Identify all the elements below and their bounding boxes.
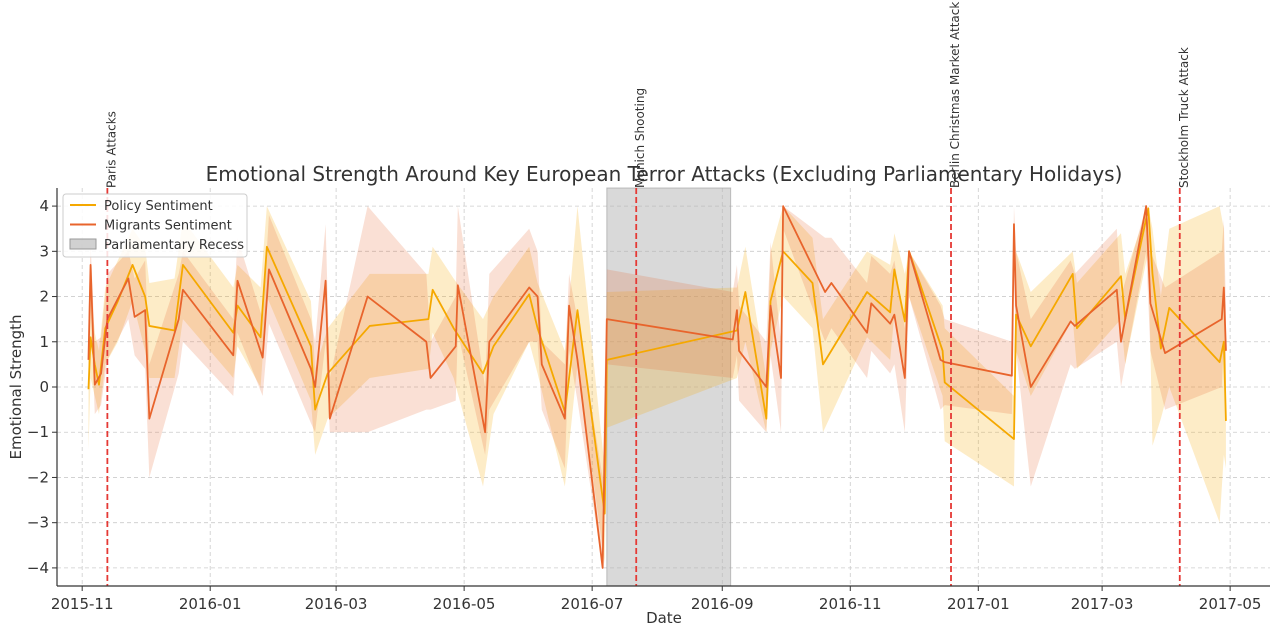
legend-swatch <box>69 238 97 250</box>
series-line-1 <box>87 205 1227 569</box>
y-tick-label: −4 <box>27 559 49 577</box>
x-tick-label: 2016-11 <box>819 595 882 613</box>
legend: Policy Sentiment Migrants Sentiment Parlia… <box>62 193 248 258</box>
x-tick-label: 2016-05 <box>433 595 496 613</box>
y-tick-label: −3 <box>27 514 49 532</box>
x-tick-label: 2017-03 <box>1071 595 1134 613</box>
recess-region <box>606 187 732 587</box>
band-1 <box>88 206 1226 568</box>
event-label: Berlin Christmas Market Attack <box>948 2 962 188</box>
series-line-0 <box>87 207 1227 515</box>
grid <box>57 188 1270 586</box>
legend-label: Policy Sentiment <box>104 199 213 214</box>
y-tick-label: 4 <box>39 197 49 215</box>
y-tick-label: 2 <box>39 288 49 306</box>
chart-title: Emotional Strength Around Key European T… <box>206 162 1123 186</box>
x-tick-label: 2016-03 <box>305 595 368 613</box>
y-tick-label: −1 <box>27 423 49 441</box>
y-tick-label: 0 <box>39 378 49 396</box>
legend-label: Parliamentary Recess <box>104 238 244 253</box>
series-lines <box>87 205 1227 569</box>
legend-box <box>62 193 248 258</box>
y-axis-title: Emotional Strength <box>7 314 25 459</box>
confidence-bands <box>88 206 1226 568</box>
axes: −4 −3 −2 −1 0 1 2 3 4 2015-11 2016-01 2016-03 2016-0… <box>27 188 1270 613</box>
x-tick-label: 2017-01 <box>947 595 1010 613</box>
x-tick-label: 2016-09 <box>691 595 754 613</box>
recess-region-layer <box>606 187 732 587</box>
y-tick-label: −2 <box>27 468 49 486</box>
event-markers: Paris Attacks Munich Shooting Berlin Chris… <box>104 2 1191 586</box>
y-tick-label: 3 <box>39 242 49 260</box>
band-0 <box>88 206 1226 564</box>
legend-label: Migrants Sentiment <box>104 219 232 234</box>
x-tick-label: 2016-01 <box>179 595 242 613</box>
x-tick-label: 2016-07 <box>561 595 624 613</box>
y-tick-label: 1 <box>39 333 49 351</box>
event-label: Munich Shooting <box>633 88 647 188</box>
event-label: Paris Attacks <box>104 111 118 188</box>
x-tick-label: 2015-11 <box>51 595 114 613</box>
event-label: Stockholm Truck Attack <box>1177 47 1191 188</box>
x-tick-label: 2017-05 <box>1199 595 1262 613</box>
x-axis-title: Date <box>646 609 682 627</box>
